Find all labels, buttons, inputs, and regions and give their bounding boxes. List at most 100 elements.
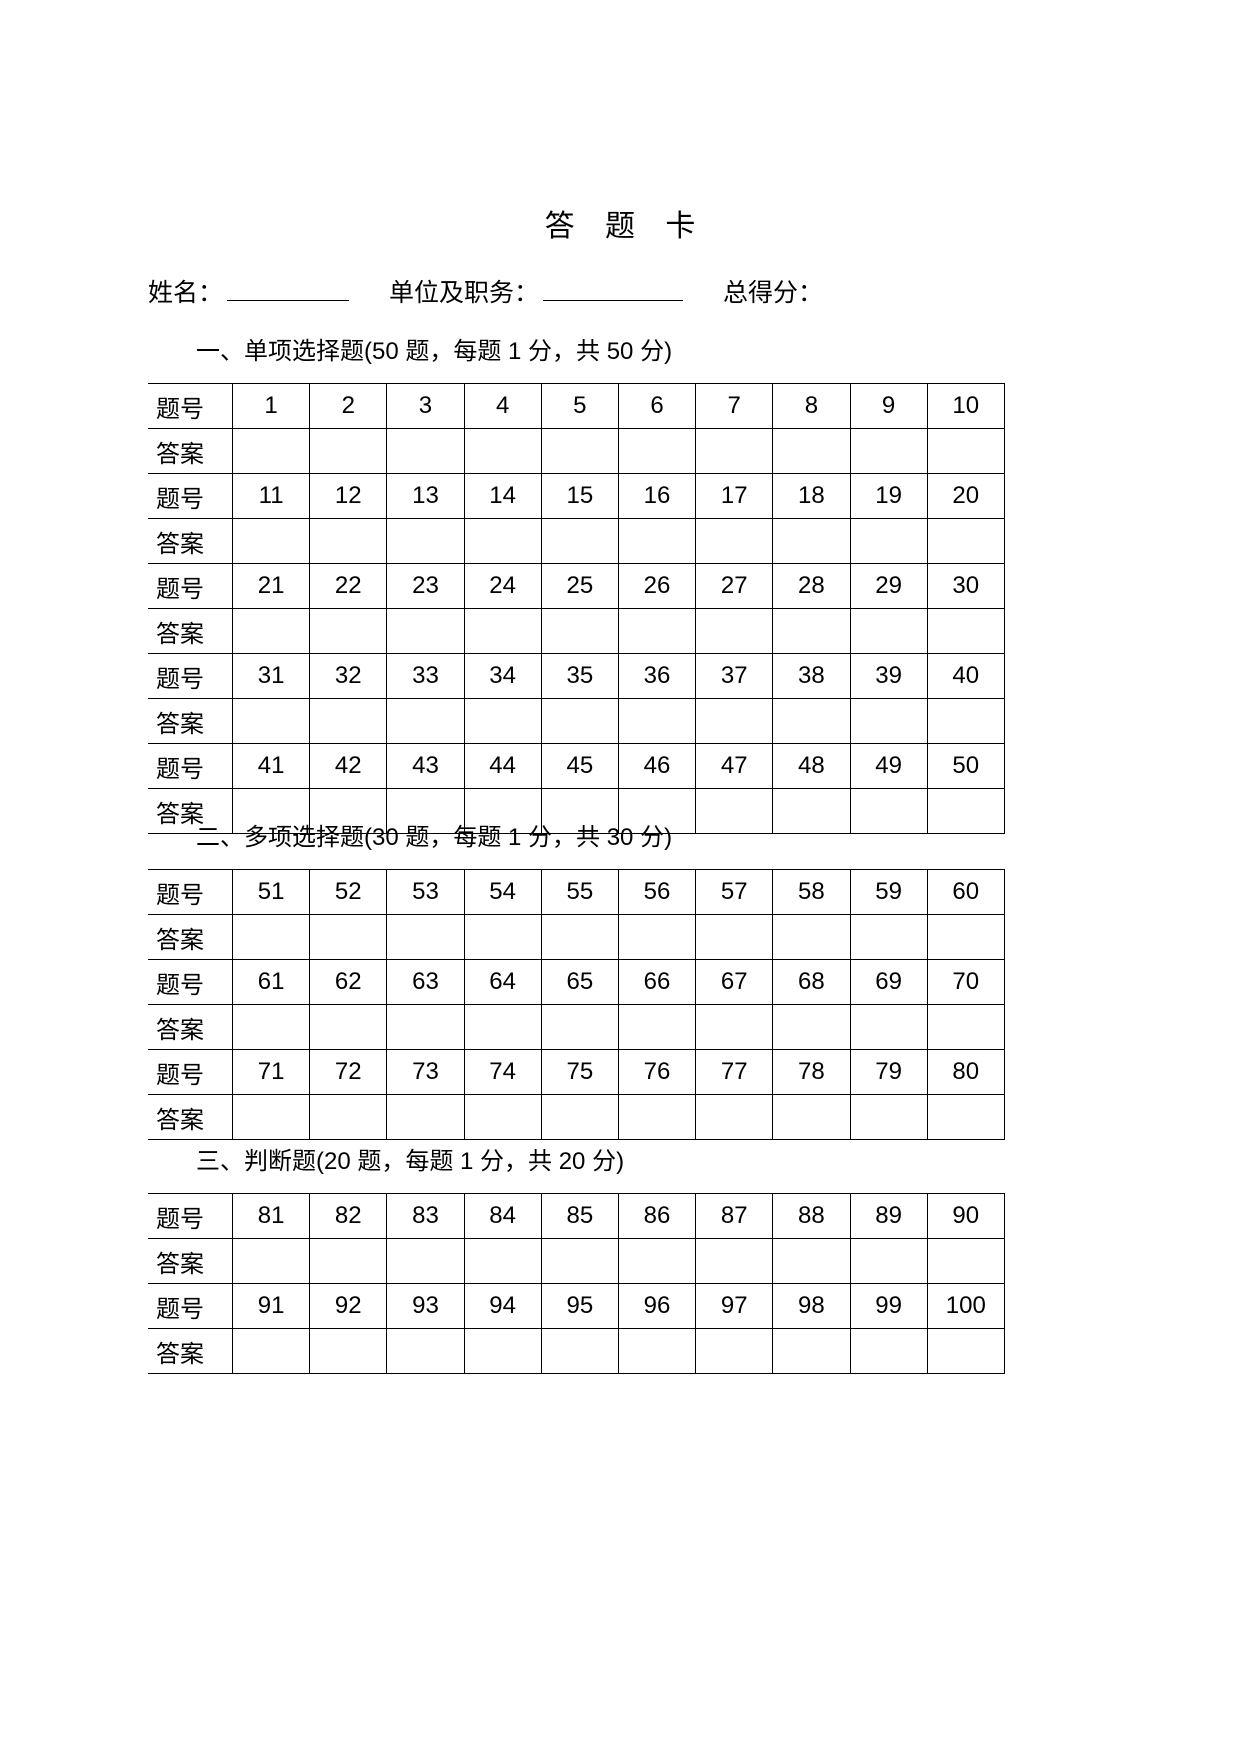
answer-cell[interactable]: [463, 428, 542, 474]
answer-cell[interactable]: [386, 698, 465, 744]
answer-cell[interactable]: [386, 428, 465, 474]
answer-cell[interactable]: [695, 608, 774, 654]
answer-cell[interactable]: [617, 1238, 697, 1284]
answer-cell[interactable]: [926, 1094, 1005, 1140]
answer-cell[interactable]: [309, 608, 388, 654]
answer-cell[interactable]: [772, 698, 851, 744]
answer-cell[interactable]: [231, 1004, 311, 1050]
answer-cell[interactable]: [926, 788, 1005, 834]
answer-cell[interactable]: [617, 518, 697, 564]
answer-cell[interactable]: [463, 788, 542, 834]
answer-cell[interactable]: [386, 518, 465, 564]
answer-cell[interactable]: [540, 698, 619, 744]
answer-cell[interactable]: [772, 428, 851, 474]
answer-cell[interactable]: [695, 1004, 774, 1050]
answer-cell[interactable]: [309, 1238, 388, 1284]
answer-cell[interactable]: [849, 1328, 928, 1374]
answer-cell[interactable]: [849, 1238, 928, 1284]
answer-cell[interactable]: [463, 1094, 542, 1140]
answer-cell[interactable]: [617, 698, 697, 744]
answer-cell[interactable]: [309, 788, 388, 834]
answer-cell[interactable]: [695, 1238, 774, 1284]
answer-cell[interactable]: [463, 698, 542, 744]
answer-cell[interactable]: [309, 1328, 388, 1374]
answer-cell[interactable]: [231, 518, 311, 564]
answer-cell[interactable]: [540, 1328, 619, 1374]
answer-cell[interactable]: [309, 518, 388, 564]
answer-cell[interactable]: [849, 1004, 928, 1050]
answer-cell[interactable]: [772, 914, 851, 960]
answer-cell[interactable]: [695, 1094, 774, 1140]
answer-cell[interactable]: [231, 1238, 311, 1284]
answer-cell[interactable]: [309, 698, 388, 744]
answer-cell[interactable]: [849, 518, 928, 564]
answer-cell[interactable]: [463, 1238, 542, 1284]
answer-cell[interactable]: [926, 518, 1005, 564]
answer-cell[interactable]: [772, 608, 851, 654]
answer-cell[interactable]: [695, 914, 774, 960]
answer-cell[interactable]: [849, 428, 928, 474]
answer-cell[interactable]: [926, 698, 1005, 744]
answer-cell[interactable]: [540, 428, 619, 474]
answer-cell[interactable]: [386, 788, 465, 834]
answer-cell[interactable]: [386, 608, 465, 654]
answer-cell[interactable]: [617, 1004, 697, 1050]
answer-cell[interactable]: [231, 428, 311, 474]
answer-cell[interactable]: [386, 1238, 465, 1284]
answer-cell[interactable]: [231, 698, 311, 744]
answer-cell[interactable]: [540, 1094, 619, 1140]
answer-cell[interactable]: [309, 428, 388, 474]
answer-cell[interactable]: [849, 788, 928, 834]
answer-cell[interactable]: [926, 608, 1005, 654]
answer-cell[interactable]: [772, 1004, 851, 1050]
answer-cell[interactable]: [386, 1004, 465, 1050]
answer-cell[interactable]: [849, 914, 928, 960]
answer-cell[interactable]: [617, 1328, 697, 1374]
answer-cell[interactable]: [926, 1238, 1005, 1284]
answer-cell[interactable]: [231, 1328, 311, 1374]
answer-cell[interactable]: [540, 914, 619, 960]
answer-cell[interactable]: [463, 608, 542, 654]
answer-cell[interactable]: [772, 788, 851, 834]
answer-cell[interactable]: [231, 914, 311, 960]
answer-cell[interactable]: [309, 1004, 388, 1050]
answer-cell[interactable]: [540, 788, 619, 834]
answer-cell[interactable]: [231, 608, 311, 654]
answer-cell[interactable]: [540, 1004, 619, 1050]
answer-cell[interactable]: [386, 914, 465, 960]
answer-cell[interactable]: [617, 1094, 697, 1140]
answer-cell[interactable]: [695, 698, 774, 744]
answer-cell[interactable]: [926, 1004, 1005, 1050]
answer-cell[interactable]: [772, 518, 851, 564]
answer-cell[interactable]: [849, 1094, 928, 1140]
answer-cell[interactable]: [926, 1328, 1005, 1374]
answer-cell[interactable]: [849, 698, 928, 744]
answer-cell[interactable]: [231, 788, 311, 834]
answer-cell[interactable]: [463, 1004, 542, 1050]
name-input-blank[interactable]: [227, 280, 350, 301]
answer-cell[interactable]: [463, 518, 542, 564]
answer-cell[interactable]: [309, 1094, 388, 1140]
answer-cell[interactable]: [386, 1328, 465, 1374]
answer-cell[interactable]: [772, 1238, 851, 1284]
answer-cell[interactable]: [309, 914, 388, 960]
answer-cell[interactable]: [926, 914, 1005, 960]
answer-cell[interactable]: [540, 1238, 619, 1284]
answer-cell[interactable]: [463, 1328, 542, 1374]
answer-cell[interactable]: [386, 1094, 465, 1140]
answer-cell[interactable]: [849, 608, 928, 654]
answer-cell[interactable]: [617, 788, 697, 834]
answer-cell[interactable]: [617, 608, 697, 654]
answer-cell[interactable]: [463, 914, 542, 960]
answer-cell[interactable]: [617, 428, 697, 474]
answer-cell[interactable]: [540, 608, 619, 654]
answer-cell[interactable]: [695, 518, 774, 564]
unit-and-position-input-blank[interactable]: [543, 280, 684, 301]
answer-cell[interactable]: [695, 428, 774, 474]
answer-cell[interactable]: [540, 518, 619, 564]
answer-cell[interactable]: [231, 1094, 311, 1140]
answer-cell[interactable]: [772, 1094, 851, 1140]
answer-cell[interactable]: [772, 1328, 851, 1374]
answer-cell[interactable]: [695, 788, 774, 834]
answer-cell[interactable]: [617, 914, 697, 960]
